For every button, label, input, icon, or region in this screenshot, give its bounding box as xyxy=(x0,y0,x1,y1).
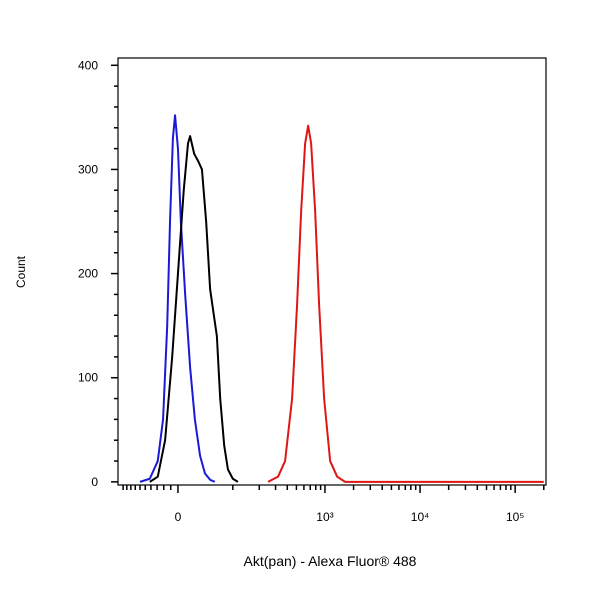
plot-frame xyxy=(117,57,547,486)
histogram-line xyxy=(267,124,544,483)
histogram-line xyxy=(139,114,216,483)
histogram-line xyxy=(149,135,239,483)
y-axis-label: Count xyxy=(14,255,28,288)
x-tick-label: 10⁵ xyxy=(506,510,524,524)
y-tick-label: 100 xyxy=(78,371,98,385)
y-tick-label: 400 xyxy=(78,58,98,72)
y-tick-label: 300 xyxy=(78,162,98,176)
y-tick-label: 200 xyxy=(78,267,98,281)
x-tick-label: 10⁴ xyxy=(411,510,430,524)
x-axis-label: Akt(pan) - Alexa Fluor® 488 xyxy=(244,553,417,569)
x-tick-label: 0 xyxy=(175,510,182,524)
x-tick-label: 10³ xyxy=(316,510,333,524)
y-tick-label: 0 xyxy=(91,475,98,489)
